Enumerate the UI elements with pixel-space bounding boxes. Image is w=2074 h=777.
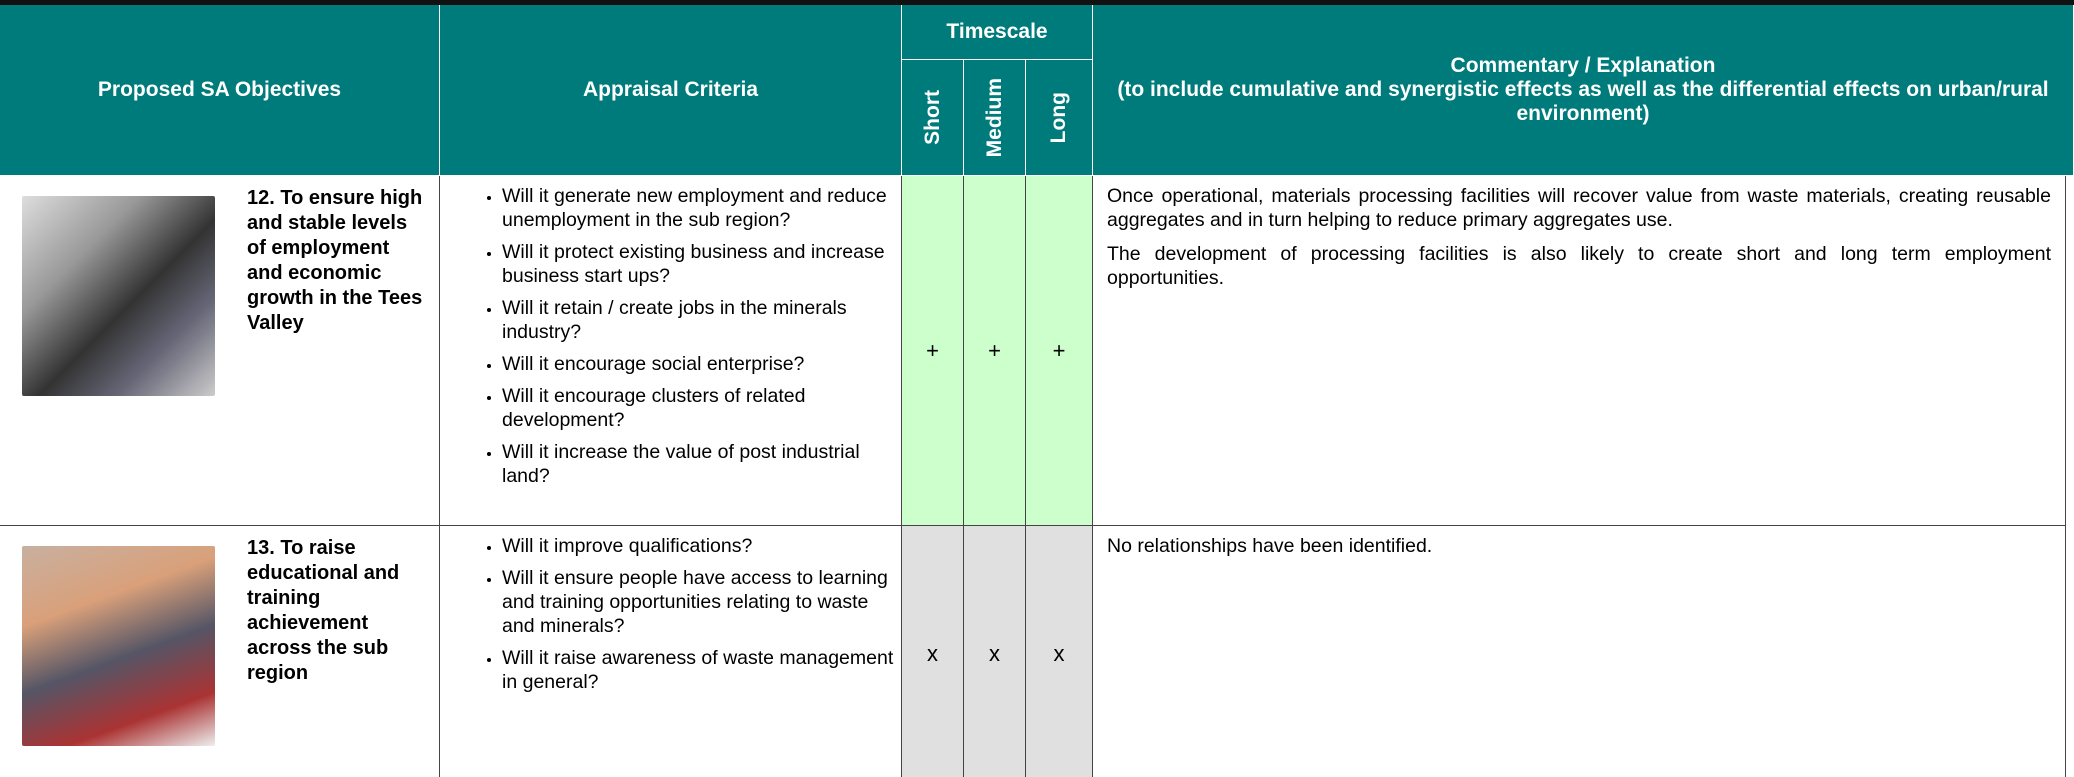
score-cell: x — [1026, 526, 1093, 777]
criterion: Will it increase the value of post indus… — [502, 440, 901, 488]
photo — [22, 546, 215, 746]
header-text: Commentary / Explanation — [1450, 54, 1716, 77]
criterion: Will it protect existing business and in… — [502, 240, 901, 288]
header-long: Long — [1026, 60, 1093, 176]
criteria-cell: Will it improve qualifications? Will it e… — [440, 526, 902, 777]
criteria-list: Will it generate new employment and redu… — [440, 184, 901, 488]
commentary-cell: Once operational, materials processing f… — [1093, 176, 2066, 526]
criterion: Will it encourage clusters of related de… — [502, 384, 901, 432]
header-medium: Medium — [964, 60, 1026, 176]
criterion: Will it encourage social enterprise? — [502, 352, 901, 376]
header-text: Proposed SA Objectives — [97, 78, 342, 101]
score-cell: + — [964, 176, 1026, 526]
header-commentary: Commentary / Explanation (to include cum… — [1093, 5, 2074, 176]
score-cell: + — [1026, 176, 1093, 526]
criterion: Will it retain / create jobs in the mine… — [502, 296, 901, 344]
commentary-cell: No relationships have been identified. — [1093, 526, 2066, 777]
objective-text: 12. To ensure high and stable levels of … — [247, 187, 423, 334]
score-cell: x — [964, 526, 1026, 777]
score: + — [988, 337, 1001, 363]
header-objectives: Proposed SA Objectives — [0, 5, 440, 176]
score-cell: x — [902, 526, 964, 777]
objective-cell: 13. To raise educational and training ac… — [0, 526, 440, 777]
score: x — [989, 640, 1000, 666]
criterion: Will it generate new employment and redu… — [502, 184, 901, 232]
header-text: (to include cumulative and synergistic e… — [1117, 78, 2049, 125]
commentary-text: The development of processing facilities… — [1107, 243, 2051, 289]
photo — [22, 196, 215, 396]
header-text: Long — [1047, 91, 1070, 144]
score-cell: + — [902, 176, 964, 526]
header-text: Timescale — [946, 20, 1048, 43]
header-criteria: Appraisal Criteria — [440, 5, 902, 176]
criteria-list: Will it improve qualifications? Will it e… — [440, 534, 901, 694]
criterion: Will it improve qualifications? — [502, 534, 901, 558]
score: + — [926, 337, 939, 363]
criterion: Will it raise awareness of waste managem… — [502, 646, 901, 694]
header-text: Medium — [982, 77, 1006, 158]
header-timescale: Timescale — [902, 5, 1093, 60]
objective-cell: 12. To ensure high and stable levels of … — [0, 176, 440, 526]
header-short: Short — [902, 60, 964, 176]
score: + — [1052, 337, 1066, 363]
header-text: Short — [920, 90, 944, 145]
criterion: Will it ensure people have access to lea… — [502, 566, 901, 638]
header-text: Appraisal Criteria — [582, 78, 759, 101]
commentary-text: Once operational, materials processing f… — [1107, 185, 2051, 231]
score: x — [1053, 640, 1065, 666]
commentary-text: No relationships have been identified. — [1107, 535, 1433, 557]
criteria-cell: Will it generate new employment and redu… — [440, 176, 902, 526]
score: x — [927, 640, 938, 666]
objective-text: 13. To raise educational and training ac… — [247, 537, 400, 684]
